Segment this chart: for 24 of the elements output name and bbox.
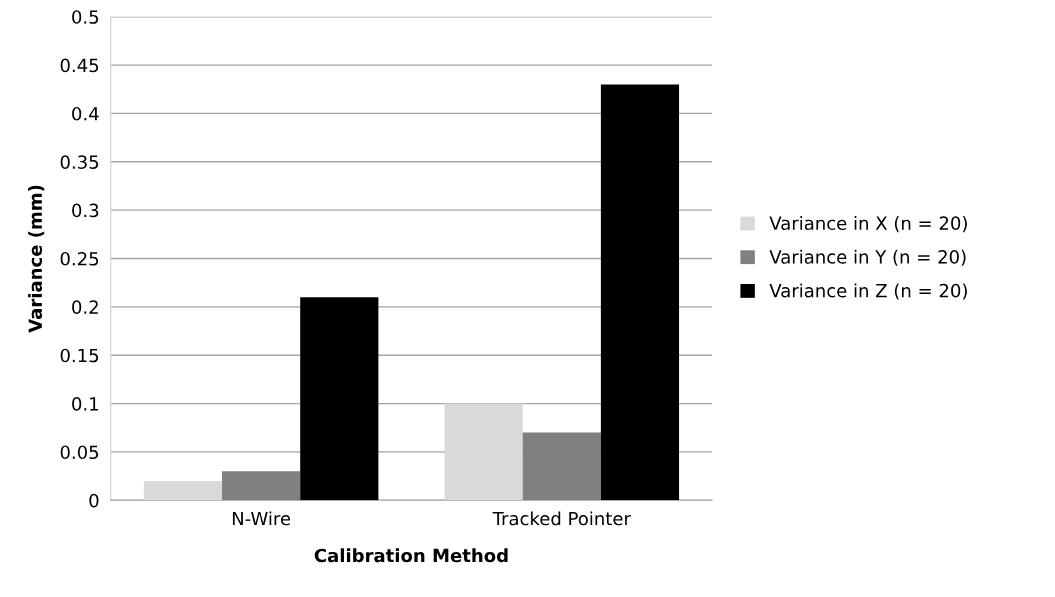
bar [600,84,680,501]
y-tick-label: 0.5 [72,10,99,24]
y-tick-label: 0.2 [72,300,98,314]
x-tick-label: N-Wire [232,511,291,526]
x-tick-label: Tracked Pointer [492,511,631,526]
y-tick-label: 0 [89,493,99,508]
bar [143,480,223,501]
bar [522,432,601,501]
y-tick-label: 0.3 [72,203,99,218]
legend-label: Variance in X (n = 20) [769,216,967,233]
y-tick-label: 0.45 [60,58,99,73]
legend-label: Variance in Z (n = 20) [769,283,967,300]
y-tick-label: 0.25 [60,251,99,266]
bar [444,403,523,501]
y-tick-label: 0.1 [72,397,98,411]
y-tick-label: 0.35 [60,155,99,169]
y-tick-label: 0.05 [60,445,99,460]
bar [222,471,301,501]
y-tick-label: 0.4 [72,106,99,121]
y-axis-title: Variance (mm) [28,185,45,333]
x-axis-title: Calibration Method [314,548,508,563]
bar [300,297,379,501]
legend-label: Variance in Y (n = 20) [769,249,966,266]
y-tick-label: 0.15 [60,348,99,363]
